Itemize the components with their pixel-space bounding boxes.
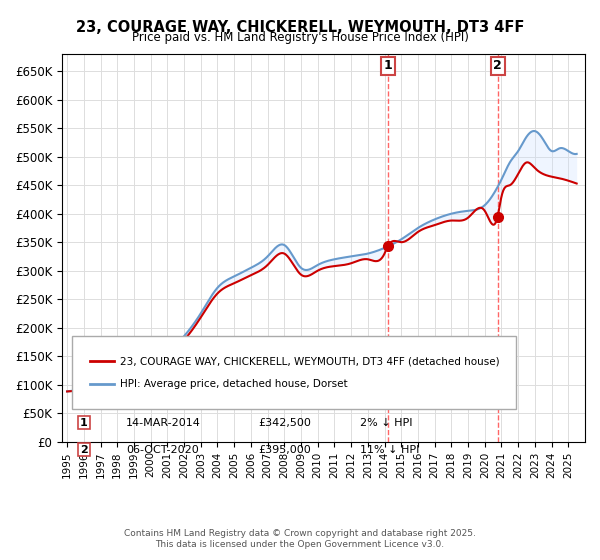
Text: 23, COURAGE WAY, CHICKERELL, WEYMOUTH, DT3 4FF: 23, COURAGE WAY, CHICKERELL, WEYMOUTH, D… bbox=[76, 20, 524, 35]
Text: 2: 2 bbox=[80, 445, 88, 455]
Text: £395,000: £395,000 bbox=[258, 445, 311, 455]
Text: 2: 2 bbox=[493, 59, 502, 72]
Text: 06-OCT-2020: 06-OCT-2020 bbox=[126, 445, 199, 455]
Text: 23, COURAGE WAY, CHICKERELL, WEYMOUTH, DT3 4FF (detached house): 23, COURAGE WAY, CHICKERELL, WEYMOUTH, D… bbox=[120, 356, 500, 366]
Text: Price paid vs. HM Land Registry's House Price Index (HPI): Price paid vs. HM Land Registry's House … bbox=[131, 31, 469, 44]
Text: 11% ↓ HPI: 11% ↓ HPI bbox=[360, 445, 419, 455]
Text: 2% ↓ HPI: 2% ↓ HPI bbox=[360, 418, 413, 428]
Text: 14-MAR-2014: 14-MAR-2014 bbox=[126, 418, 201, 428]
Text: 1: 1 bbox=[383, 59, 392, 72]
Text: £342,500: £342,500 bbox=[258, 418, 311, 428]
Text: HPI: Average price, detached house, Dorset: HPI: Average price, detached house, Dors… bbox=[120, 379, 347, 389]
Text: 1: 1 bbox=[80, 418, 88, 428]
Text: Contains HM Land Registry data © Crown copyright and database right 2025.
This d: Contains HM Land Registry data © Crown c… bbox=[124, 529, 476, 549]
